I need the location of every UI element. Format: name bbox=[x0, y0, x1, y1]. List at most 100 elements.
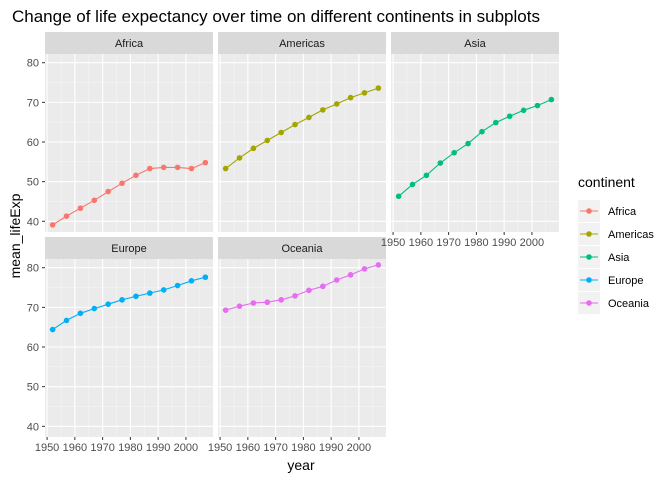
data-point-africa bbox=[160, 164, 167, 171]
data-point-europe bbox=[105, 301, 111, 307]
y-tick-label: 40 bbox=[27, 216, 39, 228]
x-tick-label: 1970 bbox=[90, 442, 114, 454]
x-tick-label: 1990 bbox=[146, 442, 170, 454]
legend-title: continent bbox=[578, 174, 635, 190]
data-point-americas bbox=[320, 107, 326, 113]
data-point-africa bbox=[202, 159, 209, 166]
data-point-asia bbox=[506, 113, 513, 120]
data-point-africa bbox=[91, 197, 98, 204]
data-point-europe bbox=[63, 317, 70, 324]
data-point-africa bbox=[174, 164, 181, 171]
legend-label-asia: Asia bbox=[608, 252, 630, 264]
x-tick-label: 1980 bbox=[118, 442, 142, 454]
x-tick-label: 1960 bbox=[409, 237, 433, 249]
data-point-americas bbox=[306, 114, 312, 121]
data-point-europe bbox=[119, 297, 125, 303]
facet-strip bbox=[391, 32, 559, 54]
data-point-oceania bbox=[236, 303, 243, 309]
panel-africa: Africa bbox=[45, 32, 213, 232]
legend-label-africa: Africa bbox=[608, 206, 637, 218]
y-axis-title: mean_lifeExp bbox=[7, 193, 23, 278]
data-point-oceania bbox=[361, 266, 368, 272]
data-point-asia bbox=[423, 172, 430, 179]
x-tick-label: 1970 bbox=[436, 237, 460, 249]
y-tick-label: 70 bbox=[27, 97, 39, 109]
y-tick-label: 40 bbox=[27, 421, 39, 433]
data-point-asia bbox=[493, 119, 499, 126]
data-point-oceania bbox=[333, 277, 340, 283]
data-point-asia bbox=[479, 128, 485, 135]
y-tick-label: 80 bbox=[27, 58, 39, 70]
facet-strip bbox=[45, 237, 213, 259]
y-tick-label: 80 bbox=[27, 263, 39, 275]
legend-label-oceania: Oceania bbox=[608, 298, 650, 310]
panel-background bbox=[218, 54, 386, 232]
data-point-asia bbox=[465, 140, 471, 147]
data-point-asia bbox=[548, 96, 555, 103]
x-tick-label: 1950 bbox=[208, 442, 232, 454]
data-point-europe bbox=[174, 282, 181, 289]
panel-oceania: Oceania bbox=[218, 237, 386, 437]
y-tick-label: 70 bbox=[27, 302, 39, 314]
data-point-asia bbox=[520, 107, 527, 114]
data-point-africa bbox=[119, 180, 125, 187]
x-tick-label: 2000 bbox=[347, 442, 371, 454]
panel-background bbox=[45, 259, 213, 437]
data-point-africa bbox=[147, 165, 153, 172]
data-point-oceania bbox=[264, 299, 271, 306]
data-point-europe bbox=[77, 310, 84, 317]
data-point-africa bbox=[188, 165, 195, 172]
data-point-europe bbox=[160, 287, 167, 293]
legend-label-americas: Americas bbox=[608, 229, 654, 241]
data-point-europe bbox=[133, 293, 139, 300]
data-point-americas bbox=[264, 137, 271, 144]
data-point-asia bbox=[451, 149, 457, 156]
data-point-asia bbox=[534, 102, 541, 109]
data-point-oceania bbox=[278, 297, 284, 303]
legend-label-europe: Europe bbox=[608, 275, 643, 287]
facet-strip-label: Americas bbox=[279, 38, 325, 50]
facet-strip bbox=[218, 32, 386, 54]
y-tick-label: 50 bbox=[27, 382, 39, 394]
legend-key-point bbox=[586, 277, 592, 283]
data-point-europe bbox=[147, 290, 153, 296]
data-point-americas bbox=[333, 101, 340, 107]
data-point-oceania bbox=[306, 287, 312, 294]
data-point-africa bbox=[105, 188, 111, 195]
data-point-americas bbox=[250, 145, 257, 152]
x-tick-label: 1970 bbox=[263, 442, 287, 454]
legend-key-point bbox=[586, 300, 592, 306]
x-tick-label: 1950 bbox=[381, 237, 405, 249]
x-tick-label: 1990 bbox=[492, 237, 516, 249]
panel-background bbox=[391, 54, 559, 232]
data-point-americas bbox=[222, 165, 229, 172]
data-point-europe bbox=[188, 278, 195, 284]
facet-strip-label: Oceania bbox=[282, 243, 324, 255]
panel-background bbox=[218, 259, 386, 437]
x-tick-label: 2000 bbox=[174, 442, 198, 454]
data-point-africa bbox=[63, 213, 70, 219]
data-point-americas bbox=[236, 155, 243, 161]
panel-background bbox=[45, 54, 213, 232]
x-tick-label: 1990 bbox=[319, 442, 343, 454]
data-point-africa bbox=[77, 205, 84, 212]
data-point-americas bbox=[361, 90, 368, 96]
data-point-asia bbox=[437, 160, 444, 166]
facet-strip-label: Europe bbox=[111, 243, 146, 255]
legend-key-point bbox=[586, 208, 592, 214]
x-tick-label: 2000 bbox=[520, 237, 544, 249]
x-tick-label: 1980 bbox=[291, 442, 315, 454]
data-point-americas bbox=[292, 121, 298, 128]
x-tick-label: 1950 bbox=[35, 442, 59, 454]
data-point-oceania bbox=[320, 283, 326, 290]
y-tick-label: 50 bbox=[27, 177, 39, 189]
facet-strip bbox=[45, 32, 213, 54]
y-tick-label: 60 bbox=[27, 137, 39, 149]
data-point-americas bbox=[375, 85, 382, 91]
y-tick-label: 60 bbox=[27, 342, 39, 354]
panel-asia: Asia bbox=[391, 32, 559, 232]
legend-key-point bbox=[586, 231, 592, 237]
data-point-oceania bbox=[222, 307, 229, 313]
